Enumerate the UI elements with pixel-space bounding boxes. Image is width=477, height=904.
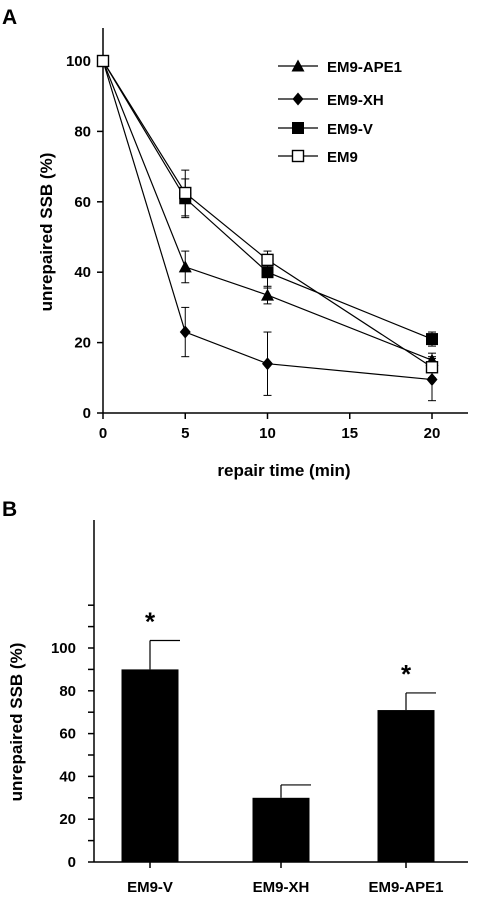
panel-a-x-axis-title: repair time (min) [217,461,350,480]
panel-a-y-tick-label: 80 [74,123,91,140]
panel-b-bar [121,669,179,862]
panel-a-series-line [102,60,433,361]
panel-b-y-ticks: 0 20 40 60 80 100 [51,604,94,871]
panel-b-bar [252,797,310,862]
panel-a-legend-label: EM9-XH [327,92,384,109]
panel-a-x-tick-label: 5 [181,425,189,442]
panel-b-significance-marker: * [145,607,156,637]
panel-a-y-tick-label: 60 [74,194,91,211]
panel-a-series-group [96,54,439,402]
panel-a-y-axis-title: unrepaired SSB (%) [37,153,56,312]
panel-b-category-label: EM9-V [127,879,173,896]
panel-a-legend-entry: EM9-XH [278,92,384,109]
panel-a-data-point [261,253,274,267]
panel-a-legend-marker [292,92,304,106]
panel-a-legend-entry: EM9 [278,149,358,166]
panel-b-category-label: EM9-XH [253,879,310,896]
panel-a-data-point [96,54,110,68]
panel-b-y-tick-label: 80 [59,683,76,700]
panel-a-data-point [179,325,191,339]
panel-b-y-tick-label: 40 [59,768,76,785]
panel-a-legend-entry: EM9-APE1 [278,59,402,76]
panel-a-legend-marker [291,149,305,163]
panel-b-bar-group-em9-xh: EM9-XH [252,784,311,896]
panel-b-bar [377,710,435,862]
panel-a-data-point [262,357,273,371]
panel-a-data-point [426,373,438,387]
panel-b-significance-marker: * [401,659,412,689]
panel-b-y-tick-label: 100 [51,640,76,657]
panel-a-series-line [102,60,433,381]
panel-b-y-tick-label: 0 [68,854,76,871]
panel-b-label: B [2,498,17,521]
panel-a-series-line [102,60,433,368]
panel-a-x-tick-label: 20 [424,425,441,442]
panel-b-category-label: EM9-APE1 [368,879,443,896]
panel-a-legend-label: EM9 [327,149,358,166]
panel-a-series-em9 [96,54,439,379]
panel-a-data-point [261,288,274,301]
panel-a-y-tick-label: 40 [74,264,91,281]
panel-b-bar-group-em9-ape1: EM9-APE1 * [368,659,443,896]
panel-a-x-ticks: 0 5 10 15 20 [99,413,441,442]
panel-b-y-tick-label: 20 [59,811,76,828]
panel-a-data-point [178,260,192,273]
panel-b-y-tick-label: 60 [59,726,76,743]
panel-a-data-point [179,186,192,200]
panel-a-x-tick-label: 0 [99,425,107,442]
panel-a-series-line [102,60,433,340]
panel-b-bars: EM9-V * EM9-XH EM9-APE1 * [121,607,444,896]
panel-a-legend: EM9-APE1 EM9-XH EM9-V EM9 [278,59,402,166]
panel-a-y-tick-label: 100 [66,53,91,70]
panel-a-legend-marker [291,59,305,72]
panel-a-legend-label: EM9-APE1 [327,59,402,76]
panel-a-series-em9-xh [97,54,438,402]
panel-a-x-tick-label: 10 [259,425,276,442]
panel-a-data-point [425,361,439,374]
panel-b-y-axis-title: unrepaired SSB (%) [7,643,26,802]
panel-a-y-ticks: 0 20 40 60 80 100 [66,53,103,422]
panel-a-label: A [2,6,17,29]
panel-a-y-tick-label: 20 [74,335,91,352]
panel-a-line-chart: A 0 20 40 60 80 100 0 5 10 15 20 unrepaired SSB (… [2,6,468,480]
panel-b-bar-chart: B 0 20 40 60 80 100 EM9-V * EM9-XH EM9-APE1 * unr… [2,498,468,896]
panel-a-x-tick-label: 15 [341,425,358,442]
panel-a-y-tick-label: 0 [83,405,91,422]
panel-a-legend-entry: EM9-V [278,121,373,138]
panel-a-legend-marker [292,122,304,134]
panel-a-data-point [426,333,438,346]
panel-a-legend-label: EM9-V [327,121,373,138]
panel-b-bar-group-em9-v: EM9-V * [121,607,180,896]
